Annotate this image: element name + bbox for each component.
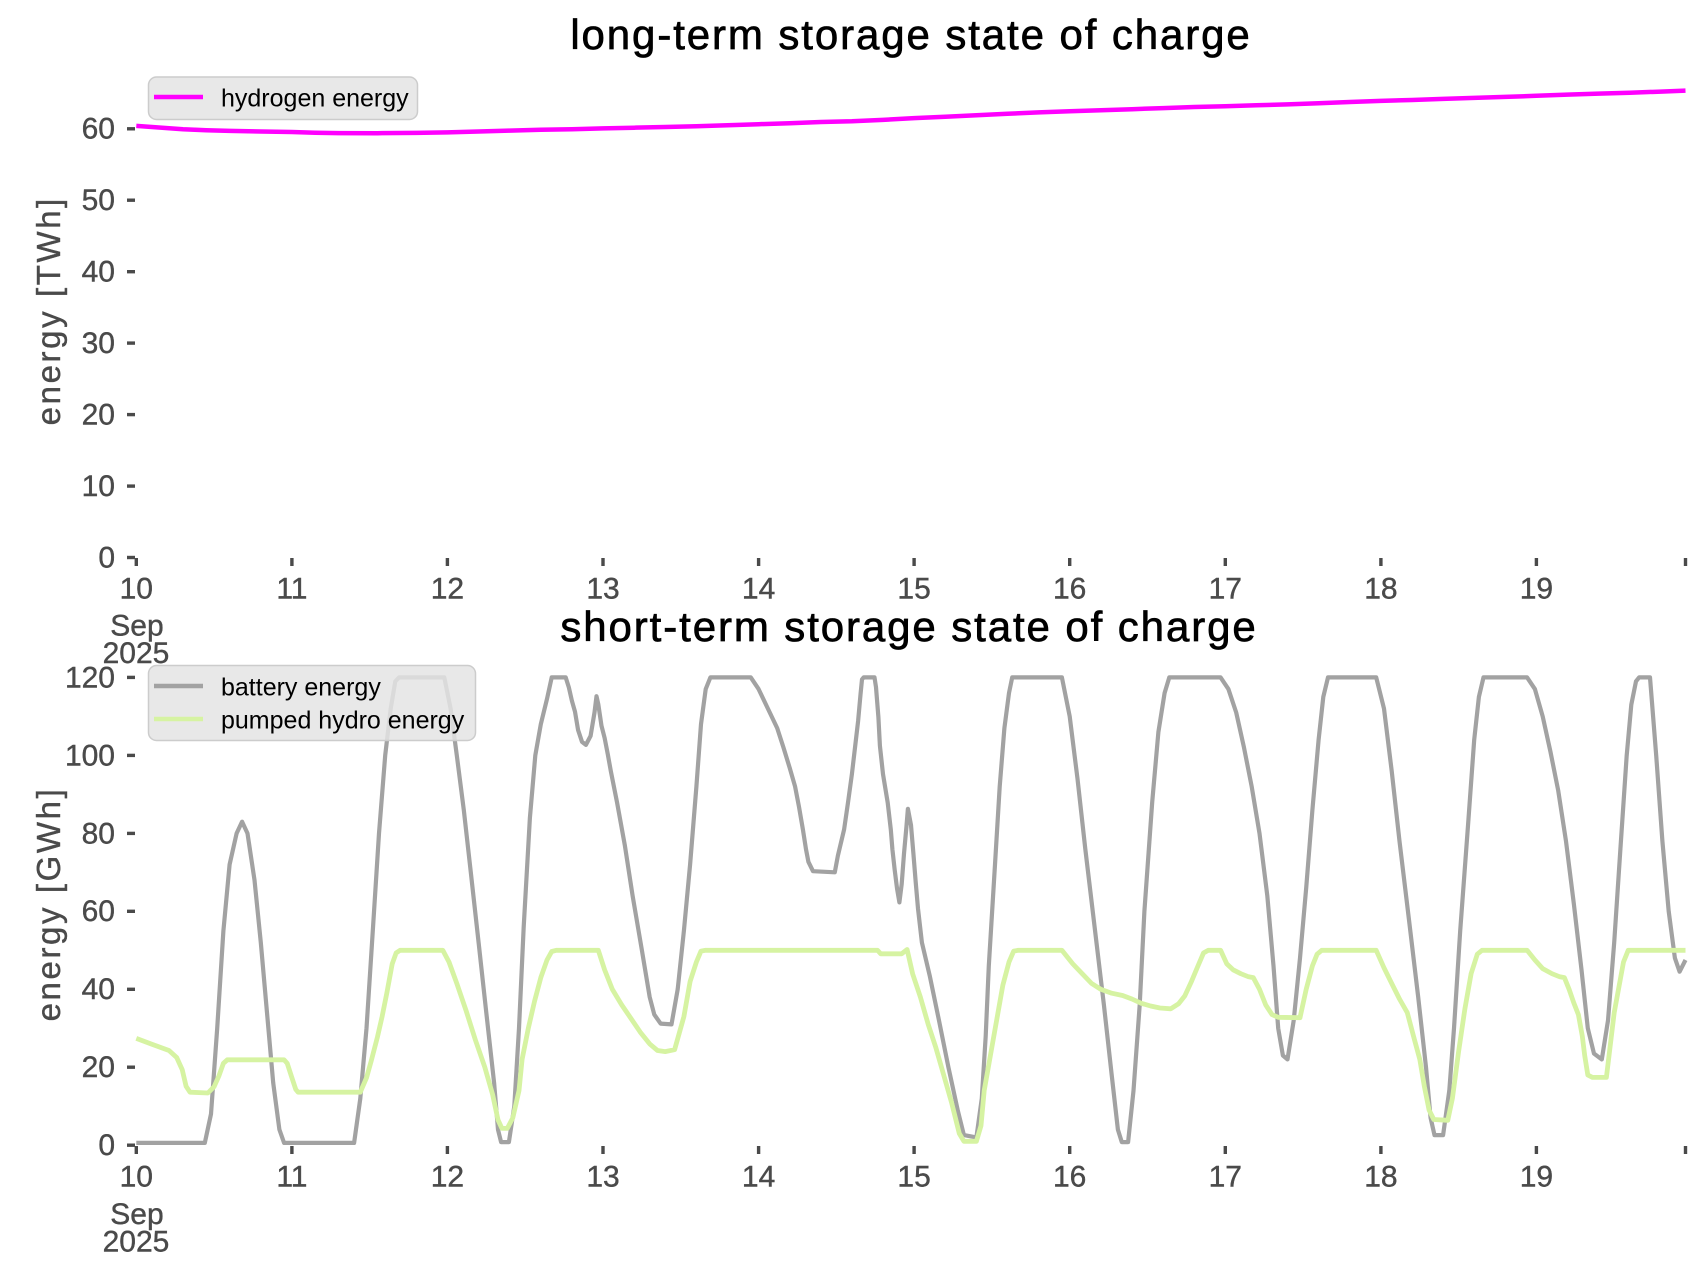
svg-text:hydrogen energy: hydrogen energy — [221, 85, 409, 113]
svg-text:2025: 2025 — [103, 637, 170, 670]
svg-text:14: 14 — [742, 573, 775, 606]
svg-text:30: 30 — [82, 327, 115, 360]
svg-text:60: 60 — [82, 113, 115, 146]
svg-text:15: 15 — [897, 1161, 930, 1194]
svg-text:100: 100 — [65, 739, 115, 772]
svg-text:20: 20 — [82, 399, 115, 432]
svg-text:16: 16 — [1053, 1161, 1086, 1194]
svg-text:13: 13 — [586, 573, 619, 606]
svg-text:16: 16 — [1053, 573, 1086, 606]
svg-text:11: 11 — [276, 1161, 307, 1194]
svg-text:18: 18 — [1364, 1161, 1397, 1194]
svg-text:12: 12 — [431, 1161, 464, 1194]
svg-text:120: 120 — [65, 661, 115, 694]
svg-text:energy [GWh]: energy [GWh] — [30, 787, 67, 1022]
svg-text:14: 14 — [742, 1161, 775, 1194]
svg-text:Sep: Sep — [110, 1198, 163, 1231]
svg-text:0: 0 — [98, 1129, 115, 1162]
svg-text:10: 10 — [120, 1161, 153, 1194]
svg-text:pumped hydro energy: pumped hydro energy — [221, 706, 465, 734]
svg-text:20: 20 — [82, 1051, 115, 1084]
svg-text:Sep: Sep — [110, 610, 163, 643]
svg-text:10: 10 — [82, 470, 115, 503]
svg-text:17: 17 — [1209, 1161, 1242, 1194]
svg-text:19: 19 — [1520, 1161, 1553, 1194]
svg-text:2025: 2025 — [103, 1226, 170, 1259]
svg-text:80: 80 — [82, 817, 115, 850]
svg-text:60: 60 — [82, 895, 115, 928]
svg-text:long-term storage state of cha: long-term storage state of charge — [570, 11, 1251, 58]
svg-text:energy [TWh]: energy [TWh] — [30, 196, 67, 425]
svg-text:12: 12 — [431, 573, 464, 606]
svg-text:11: 11 — [276, 573, 307, 606]
svg-text:19: 19 — [1520, 573, 1553, 606]
svg-text:0: 0 — [98, 541, 115, 574]
svg-text:40: 40 — [82, 973, 115, 1006]
svg-text:50: 50 — [82, 184, 115, 217]
svg-text:13: 13 — [586, 1161, 619, 1194]
svg-text:15: 15 — [897, 573, 930, 606]
svg-text:17: 17 — [1209, 573, 1242, 606]
svg-text:short-term storage state of ch: short-term storage state of charge — [560, 603, 1257, 650]
svg-text:10: 10 — [120, 573, 153, 606]
svg-text:18: 18 — [1364, 573, 1397, 606]
svg-text:40: 40 — [82, 256, 115, 289]
svg-text:battery energy: battery energy — [221, 674, 381, 702]
